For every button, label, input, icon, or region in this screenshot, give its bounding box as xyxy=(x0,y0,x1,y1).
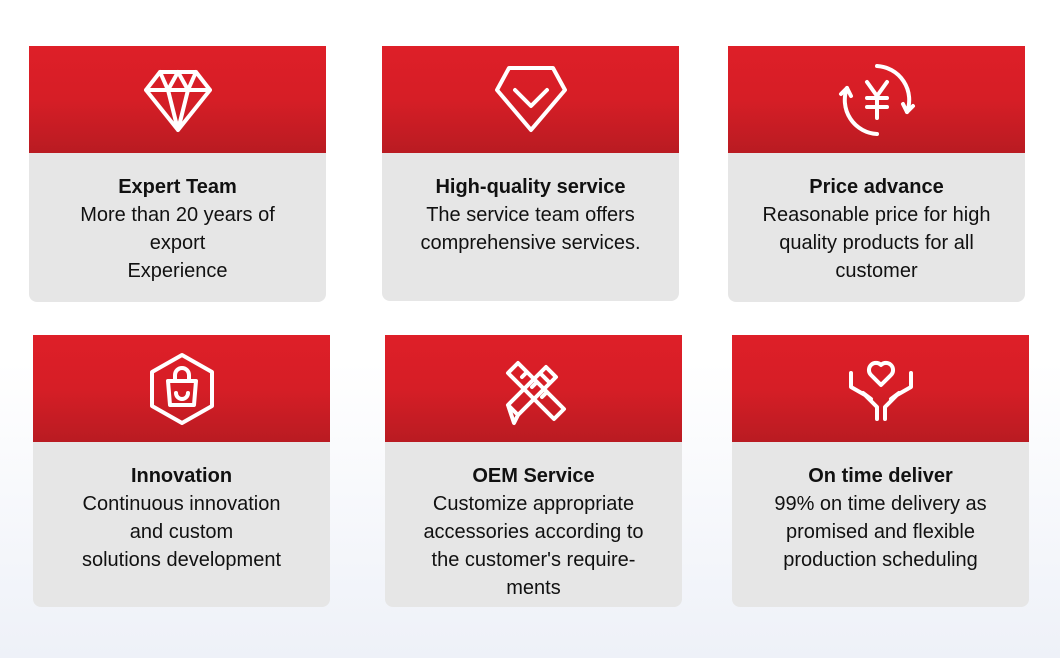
card-body: OEM Service Customize appropriate access… xyxy=(385,442,682,602)
card-body: Price advance Reasonable price for high … xyxy=(728,153,1025,285)
card-body: On time deliver 99% on time delivery as … xyxy=(732,442,1029,574)
shield-check-icon xyxy=(494,65,567,132)
card-header xyxy=(382,46,679,153)
pencil-ruler-icon xyxy=(505,360,566,425)
card-text: Experience xyxy=(127,260,228,282)
card-text: Continuous innovation xyxy=(82,493,281,515)
card-on-time-deliver: On time deliver 99% on time delivery as … xyxy=(732,335,1029,607)
shopping-bag-icon xyxy=(149,352,214,425)
card-body: Expert Team More than 20 years of export… xyxy=(29,153,326,285)
card-expert-team: Expert Team More than 20 years of export… xyxy=(29,46,326,302)
card-header xyxy=(33,335,330,442)
card-text: export xyxy=(149,232,206,254)
card-header xyxy=(385,335,682,442)
card-title: Price advance xyxy=(809,176,944,198)
heart-hands-icon xyxy=(848,360,913,421)
card-body: High-quality service The service team of… xyxy=(382,153,679,257)
card-text: customer xyxy=(835,260,918,282)
card-title: On time deliver xyxy=(808,465,953,487)
card-text: solutions development xyxy=(81,549,281,571)
card-text: production scheduling xyxy=(783,549,978,571)
card-text: The service team offers xyxy=(426,204,635,226)
yen-refresh-icon xyxy=(838,63,915,136)
card-price-advance: Price advance Reasonable price for high … xyxy=(728,46,1025,302)
card-header xyxy=(29,46,326,153)
card-title: Expert Team xyxy=(118,176,237,198)
card-text: 99% on time delivery as xyxy=(774,493,987,515)
card-title: OEM Service xyxy=(472,465,595,487)
card-text: Reasonable price for high xyxy=(762,204,991,226)
card-text: ments xyxy=(506,577,561,599)
card-body: Innovation Continuous innovation and cus… xyxy=(33,442,330,574)
card-text: quality products for all xyxy=(779,232,974,254)
card-text: Customize appropriate xyxy=(432,493,635,515)
card-high-quality-service: High-quality service The service team of… xyxy=(382,46,679,301)
card-text: and custom xyxy=(129,521,234,543)
card-innovation: Innovation Continuous innovation and cus… xyxy=(33,335,330,607)
card-oem-service: OEM Service Customize appropriate access… xyxy=(385,335,682,607)
diamond-icon xyxy=(143,69,212,132)
card-title: High-quality service xyxy=(435,176,626,198)
card-title: Innovation xyxy=(130,465,233,487)
card-text: comprehensive services. xyxy=(420,232,641,254)
card-text: More than 20 years of xyxy=(80,204,275,226)
card-text: the customer's require- xyxy=(431,549,636,571)
card-text: promised and flexible xyxy=(786,521,975,543)
card-header xyxy=(732,335,1029,442)
card-header xyxy=(728,46,1025,153)
card-text: accessories according to xyxy=(423,521,644,543)
